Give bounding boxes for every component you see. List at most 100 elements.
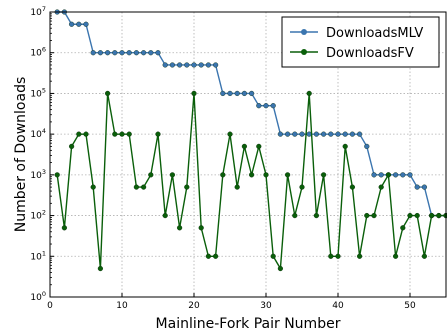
data-point-downloadsmlv: [90, 50, 96, 56]
data-point-downloadsfv: [126, 131, 132, 137]
data-point-downloadsfv: [54, 172, 60, 178]
data-point-downloadsfv: [76, 131, 82, 137]
legend-label-downloadsmlv: DownloadsMLV: [326, 26, 423, 41]
data-point-downloadsmlv: [191, 62, 197, 68]
data-point-downloadsmlv: [133, 50, 140, 56]
data-point-downloadsfv: [277, 265, 284, 272]
data-point-downloadsfv: [421, 253, 428, 259]
data-point-downloadsmlv: [263, 103, 269, 109]
data-point-downloadsmlv: [378, 172, 384, 178]
data-point-downloadsmlv: [414, 184, 420, 190]
data-point-downloadsmlv: [177, 62, 183, 68]
y-tick-label: 103: [30, 168, 46, 181]
data-point-downloadsmlv: [277, 131, 284, 137]
data-point-downloadsfv: [104, 90, 111, 97]
data-point-downloadsfv: [313, 212, 320, 219]
data-point-downloadsfv: [378, 184, 384, 190]
x-tick-label: 30: [260, 301, 272, 311]
data-point-downloadsmlv: [234, 90, 240, 97]
data-point-downloadsfv: [155, 131, 161, 137]
x-tick-label: 20: [188, 301, 200, 311]
data-point-downloadsmlv: [393, 172, 399, 178]
data-point-downloadsfv: [184, 184, 190, 190]
data-point-downloadsmlv: [97, 50, 104, 56]
x-tick-label: 10: [116, 301, 128, 311]
data-point-downloadsfv: [357, 253, 363, 259]
data-point-downloadsmlv: [357, 131, 363, 137]
data-point-downloadsfv: [400, 225, 406, 231]
legend-box: [281, 16, 440, 68]
data-point-downloadsfv: [285, 172, 291, 178]
data-point-downloadsmlv: [270, 103, 276, 109]
data-point-downloadsmlv: [241, 90, 248, 97]
data-point-downloadsmlv: [141, 50, 147, 56]
data-point-downloadsmlv: [155, 50, 161, 56]
data-point-downloadsmlv: [205, 62, 212, 68]
data-point-downloadsmlv: [220, 90, 226, 97]
data-point-downloadsfv: [227, 131, 233, 137]
data-point-downloadsfv: [393, 253, 399, 259]
y-tick-label: 100: [30, 290, 46, 303]
y-tick-label: 105: [30, 86, 46, 99]
data-point-downloadsmlv: [292, 131, 298, 137]
data-point-downloadsmlv: [371, 172, 377, 178]
data-point-downloadsfv: [83, 131, 89, 137]
legend-marker-downloadsmlv: [301, 29, 307, 35]
data-point-downloadsfv: [342, 143, 348, 149]
data-point-downloadsfv: [177, 225, 183, 231]
data-point-downloadsmlv: [104, 50, 111, 56]
data-point-downloadsfv: [321, 172, 327, 178]
data-point-downloadsfv: [407, 212, 413, 219]
data-point-downloadsfv: [299, 184, 305, 190]
data-point-downloadsfv: [263, 172, 269, 178]
data-point-downloadsmlv: [169, 62, 176, 68]
data-point-downloadsfv: [256, 143, 262, 149]
data-point-downloadsmlv: [313, 131, 320, 137]
y-tick-label: 101: [30, 249, 46, 262]
data-point-downloadsfv: [90, 184, 96, 190]
data-point-downloadsfv: [328, 253, 334, 259]
data-point-downloadsfv: [364, 212, 370, 219]
data-point-downloadsfv: [148, 172, 154, 178]
legend-label-downloadsfv: DownloadsFV: [326, 46, 414, 61]
data-point-downloadsfv: [349, 184, 356, 190]
y-tick-label: 102: [30, 209, 46, 222]
data-point-downloadsmlv: [76, 21, 82, 27]
data-point-downloadsmlv: [148, 50, 154, 56]
data-point-downloadsmlv: [400, 172, 406, 178]
data-point-downloadsmlv: [285, 131, 291, 137]
x-axis-label: Mainline-Fork Pair Number: [156, 316, 341, 332]
legend: DownloadsMLV DownloadsFV: [281, 16, 440, 68]
data-point-downloadsmlv: [342, 131, 348, 137]
data-point-downloadsmlv: [119, 50, 125, 56]
data-point-downloadsfv: [371, 212, 377, 219]
data-point-downloadsfv: [385, 172, 392, 178]
data-point-downloadsfv: [429, 212, 435, 219]
data-point-downloadsfv: [270, 253, 276, 259]
data-point-downloadsmlv: [249, 90, 255, 97]
data-point-downloadsmlv: [227, 90, 233, 97]
plot-frame: [49, 11, 447, 298]
data-point-downloadsfv: [213, 253, 219, 259]
data-point-downloadsfv: [112, 131, 118, 137]
data-point-downloadsfv: [306, 90, 312, 97]
data-point-downloadsfv: [292, 212, 298, 219]
data-point-downloadsfv: [119, 131, 125, 137]
data-point-downloadsfv: [335, 253, 341, 259]
data-point-downloadsfv: [169, 172, 176, 178]
data-point-downloadsfv: [198, 225, 204, 231]
data-point-downloadsfv: [436, 212, 442, 219]
data-point-downloadsfv: [133, 184, 140, 190]
data-point-downloadsmlv: [126, 50, 132, 56]
data-point-downloadsmlv: [407, 172, 413, 178]
data-point-downloadsfv: [241, 143, 248, 149]
data-point-downloadsmlv: [184, 62, 190, 68]
data-point-downloadsmlv: [328, 131, 334, 137]
x-tick-label: 50: [404, 301, 416, 311]
data-point-downloadsmlv: [321, 131, 327, 137]
y-tick-label: 106: [30, 46, 46, 59]
legend-marker-downloadsfv: [301, 49, 307, 55]
series-layer: [54, 9, 447, 272]
data-point-downloadsmlv: [335, 131, 341, 137]
data-point-downloadsmlv: [198, 62, 204, 68]
